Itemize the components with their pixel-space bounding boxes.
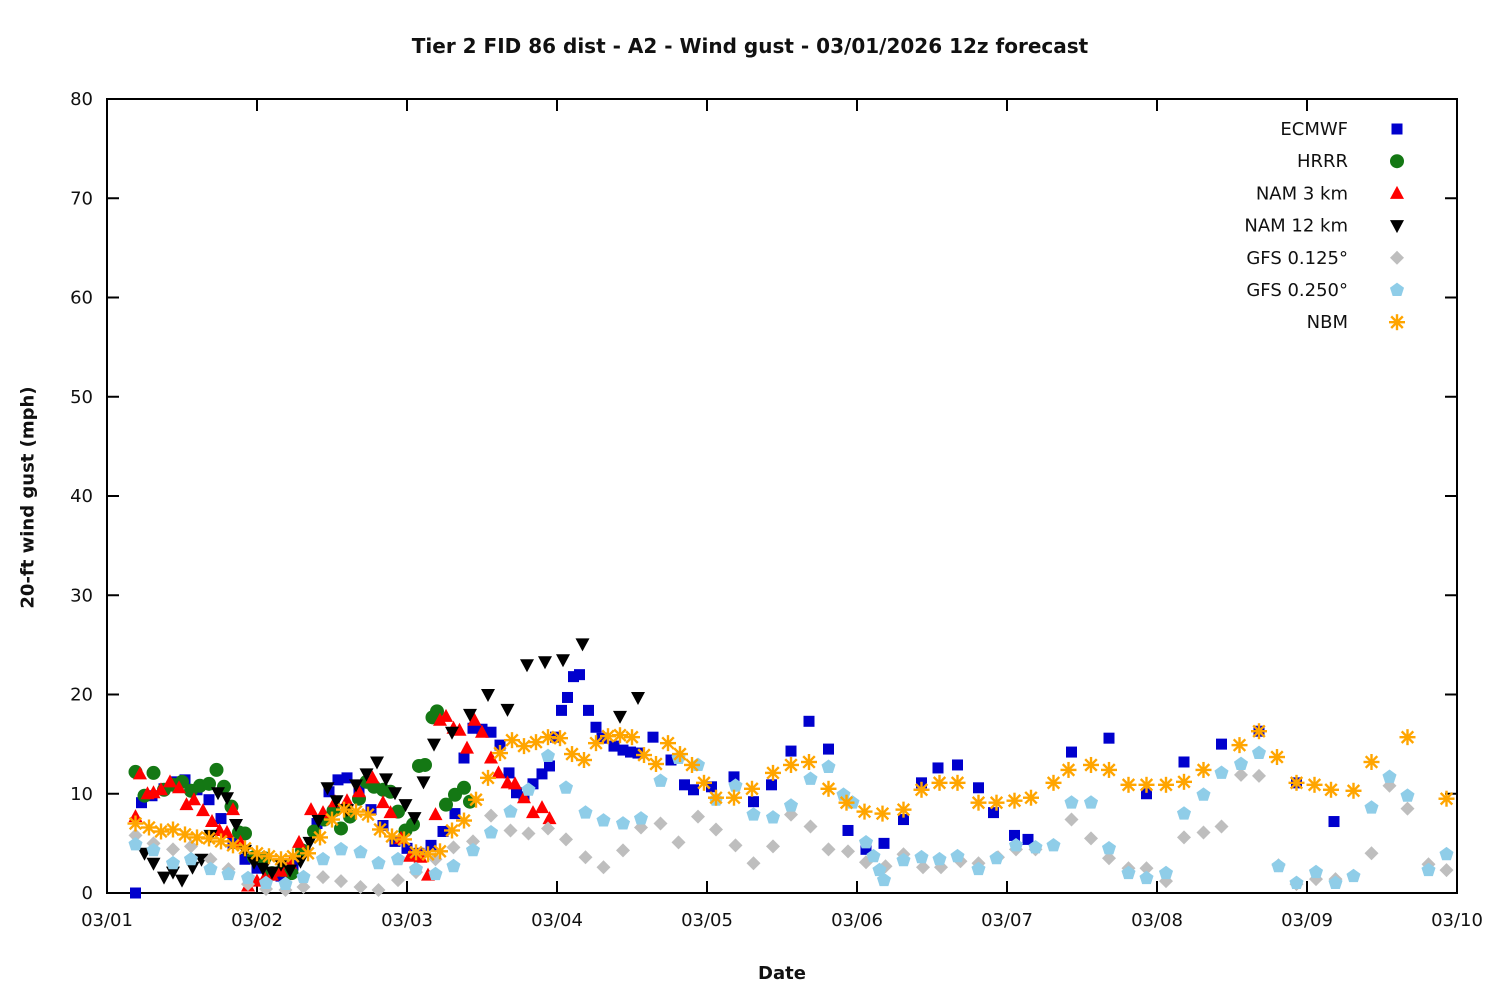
legend-label: GFS 0.250° [1246, 280, 1348, 301]
y-tick-label: 40 [70, 486, 93, 507]
x-tick-label: 03/06 [831, 910, 883, 931]
legend-label: GFS 0.125° [1246, 248, 1348, 269]
x-tick-label: 03/05 [681, 910, 733, 931]
y-axis-title: 20-ft wind gust (mph) [17, 386, 39, 609]
legend-marker-triangle-down-icon [1390, 220, 1404, 234]
axis-ticks: 03/01 03/02 03/03 03/04 03/05 03/06 03/07 03/08… [70, 89, 1483, 931]
legend-label: NAM 3 km [1256, 183, 1348, 204]
legend-entry-nam-12-km: NAM 12 km [1244, 216, 1404, 237]
y-tick-label: 70 [70, 188, 93, 209]
x-tick-label: 03/09 [1281, 910, 1333, 931]
y-tick-label: 0 [82, 883, 93, 904]
legend-label: NAM 12 km [1244, 216, 1348, 237]
x-tick-label: 03/08 [1131, 910, 1183, 931]
series-gfs-0-250 [128, 745, 1454, 891]
legend-entry-nam-3-km: NAM 3 km [1256, 183, 1404, 204]
legend-entry-ecmwf: ECMWF [1280, 119, 1403, 140]
y-tick-label: 60 [70, 288, 93, 309]
y-tick-label: 50 [70, 387, 93, 408]
y-tick-label: 10 [70, 784, 93, 805]
legend-label: HRRR [1297, 151, 1348, 172]
chart-title: Tier 2 FID 86 dist - A2 - Wind gust - 03… [411, 34, 1089, 58]
legend-label: ECMWF [1280, 119, 1348, 140]
legend-entry-hrrr: HRRR [1297, 151, 1404, 172]
x-tick-label: 03/04 [531, 910, 583, 931]
x-tick-label: 03/02 [231, 910, 283, 931]
legend-entry-gfs-0-250: GFS 0.250° [1246, 280, 1405, 301]
legend-marker-circle-icon [1390, 154, 1404, 169]
x-tick-label: 03/03 [381, 910, 433, 931]
legend-marker-triangle-up-icon [1390, 185, 1404, 199]
y-tick-label: 20 [70, 685, 93, 706]
legend-marker-asterisk-icon [1389, 314, 1405, 331]
legend-label: NBM [1307, 312, 1348, 333]
legend-marker-pentagon-icon [1389, 282, 1405, 296]
series-nam-12-km [137, 638, 645, 888]
x-tick-label: 03/01 [81, 910, 133, 931]
x-axis-title: Date [758, 963, 806, 984]
legend-entry-nbm: NBM [1307, 312, 1405, 333]
y-tick-label: 80 [70, 89, 93, 110]
x-tick-label: 03/07 [981, 910, 1033, 931]
legend-marker-square-icon [1391, 123, 1403, 135]
series-nbm [127, 723, 1455, 868]
legend-entry-gfs-0-125: GFS 0.125° [1246, 248, 1404, 269]
legend: ECMWF HRRR NAM 3 km NAM 12 km GFS 0.125° GFS … [1244, 119, 1405, 333]
legend-marker-diamond-icon [1390, 250, 1404, 265]
x-tick-label: 03/10 [1431, 910, 1483, 931]
y-tick-label: 30 [70, 585, 93, 606]
